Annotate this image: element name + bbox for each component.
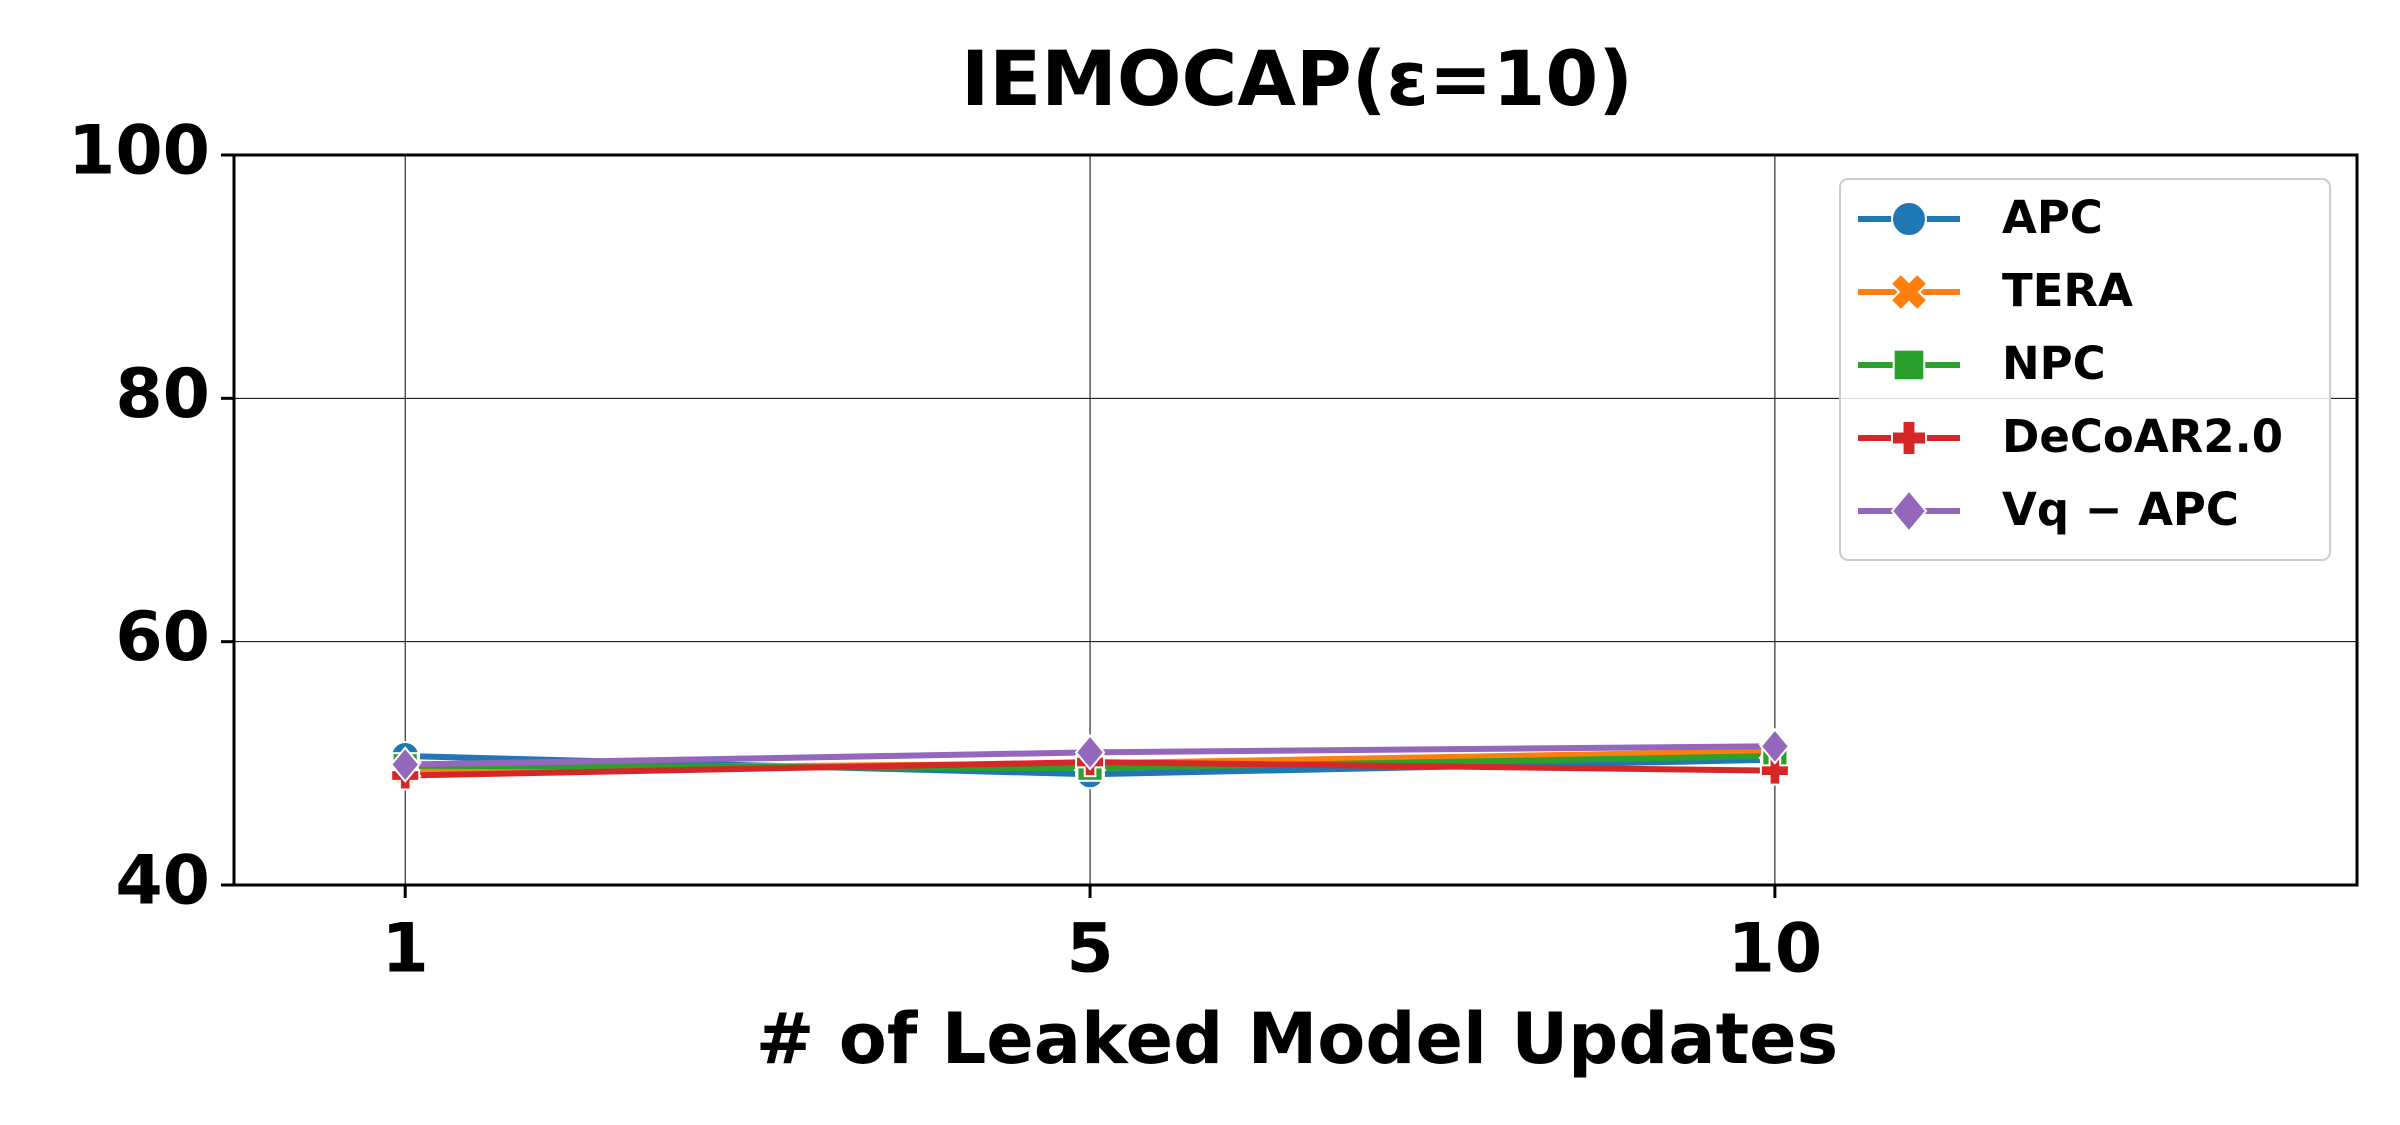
y-tick-label: 60 [115,598,210,677]
y-tick-label: 100 [68,112,210,191]
legend-box [1839,178,2331,561]
chart-title: IEMOCAP(ε=10) [961,34,1633,123]
y-tick-label: 40 [115,842,210,921]
marker [1889,272,1929,312]
marker [1892,348,1926,382]
marker [1074,734,1106,771]
legend-label: DeCoAR2.0 [2002,410,2283,463]
legend: APC TERA NPC DeCoAR2.0 Vq − APC [1839,178,2331,561]
legend-label: Vq − APC [2002,483,2239,536]
x-tick-label: 1 [382,910,429,989]
marker [1759,755,1790,786]
legend-label: NPC [2002,337,2106,390]
marker [1759,727,1791,765]
plot-frame [232,153,2359,887]
y-tick-label: 80 [115,355,210,434]
legend-label: TERA [2002,264,2133,317]
marker [1890,489,1928,533]
marker [389,746,421,783]
x-axis-label: # of Leaked Model Updates [756,998,1838,1080]
x-tick-label: 5 [1066,910,1113,989]
marker [1891,201,1927,237]
marker [1891,420,1927,456]
legend-label: APC [2002,191,2103,244]
x-tick-label: 10 [1728,910,1823,989]
